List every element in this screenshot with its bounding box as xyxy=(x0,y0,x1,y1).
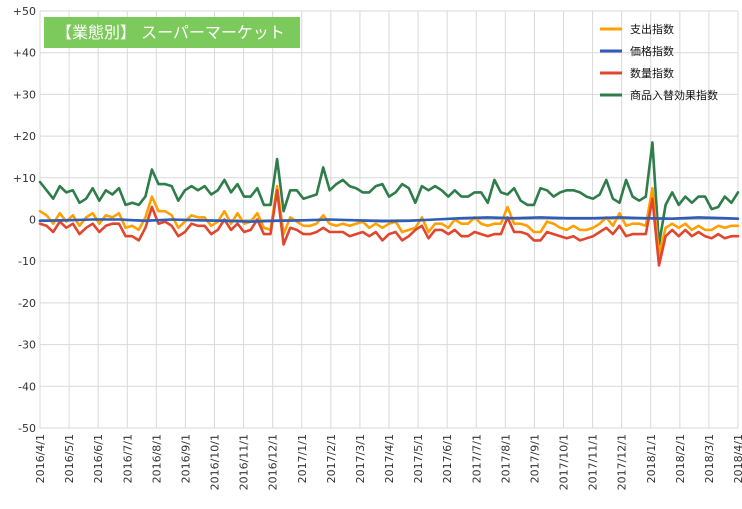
x-tick-label: 2018/4/1 xyxy=(732,434,742,483)
x-tick-label: 2017/2/1 xyxy=(325,434,338,483)
y-tick-label: +50 xyxy=(13,5,36,18)
x-tick-label: 2016/9/1 xyxy=(179,434,192,483)
x-tick-label: 2018/1/1 xyxy=(645,434,658,483)
y-tick-label: +10 xyxy=(13,172,36,185)
x-tick-label: 2017/3/1 xyxy=(354,434,367,483)
legend-item-price: 価格指数 xyxy=(600,44,674,58)
legend-item-quantity: 数量指数 xyxy=(600,66,674,80)
x-tick-label: 2017/7/1 xyxy=(470,434,483,483)
x-tick-label: 2017/9/1 xyxy=(528,434,541,483)
series-lines xyxy=(38,141,740,267)
x-tick-label: 2017/10/1 xyxy=(558,434,571,490)
x-tick-label: 2016/10/1 xyxy=(209,434,222,490)
x-tick-label: 2017/11/1 xyxy=(587,434,600,490)
x-tick-label: 2016/6/1 xyxy=(92,434,105,483)
legend-label-quantity: 数量指数 xyxy=(630,66,674,80)
chart-title: 【業態別】 スーパーマーケット xyxy=(44,17,300,48)
y-tick-label: -50 xyxy=(18,422,36,435)
series-line-quantity xyxy=(38,189,740,267)
y-tick-label: -40 xyxy=(18,380,36,393)
y-tick-label: -20 xyxy=(18,297,36,310)
x-tick-label: 2016/12/1 xyxy=(267,434,280,490)
x-tick-label: 2017/8/1 xyxy=(499,434,512,483)
legend-label-spending: 支出指数 xyxy=(630,22,674,36)
x-tick-label: 2017/12/1 xyxy=(616,434,629,490)
series-line-product-replacement xyxy=(38,141,740,246)
x-tick-label: 2016/8/1 xyxy=(150,434,163,483)
x-tick-label: 2016/11/1 xyxy=(238,434,251,490)
legend-item-product-replacement: 商品入替効果指数 xyxy=(600,88,718,102)
x-axis-tick-labels: 2016/4/1 2016/5/1 2016/6/1 2016/7/1 2016/8/1… xyxy=(34,434,742,490)
y-axis-tick-labels: -50 -40 -30 -20 -10 0 +10 +20 +30 +40 +50 xyxy=(13,5,36,435)
y-tick-label: +40 xyxy=(13,47,36,60)
x-tick-label: 2016/7/1 xyxy=(121,434,134,483)
y-tick-label: +30 xyxy=(13,88,36,101)
x-tick-label: 2018/3/1 xyxy=(703,434,716,483)
x-tick-label: 2017/5/1 xyxy=(412,434,425,483)
y-tick-label: -10 xyxy=(18,255,36,268)
legend-label-price: 価格指数 xyxy=(630,44,674,58)
legend-label-product-replacement: 商品入替効果指数 xyxy=(630,88,718,102)
y-tick-label: 0 xyxy=(29,214,36,227)
legend-item-spending: 支出指数 xyxy=(600,22,674,36)
x-tick-label: 2016/5/1 xyxy=(63,434,76,483)
x-tick-label: 2018/2/1 xyxy=(674,434,687,483)
x-tick-label: 2017/1/1 xyxy=(296,434,309,483)
x-tick-label: 2017/4/1 xyxy=(383,434,396,483)
chart-title-text: 【業態別】 スーパーマーケット xyxy=(56,23,285,42)
series-line-price xyxy=(38,216,740,223)
x-tick-label: 2016/4/1 xyxy=(34,434,47,483)
y-tick-label: -30 xyxy=(18,339,36,352)
legend: 支出指数 価格指数 数量指数 商品入替効果指数 xyxy=(600,22,718,102)
title-background xyxy=(44,17,300,48)
y-tick-label: +20 xyxy=(13,130,36,143)
x-tick-label: 2017/6/1 xyxy=(441,434,454,483)
